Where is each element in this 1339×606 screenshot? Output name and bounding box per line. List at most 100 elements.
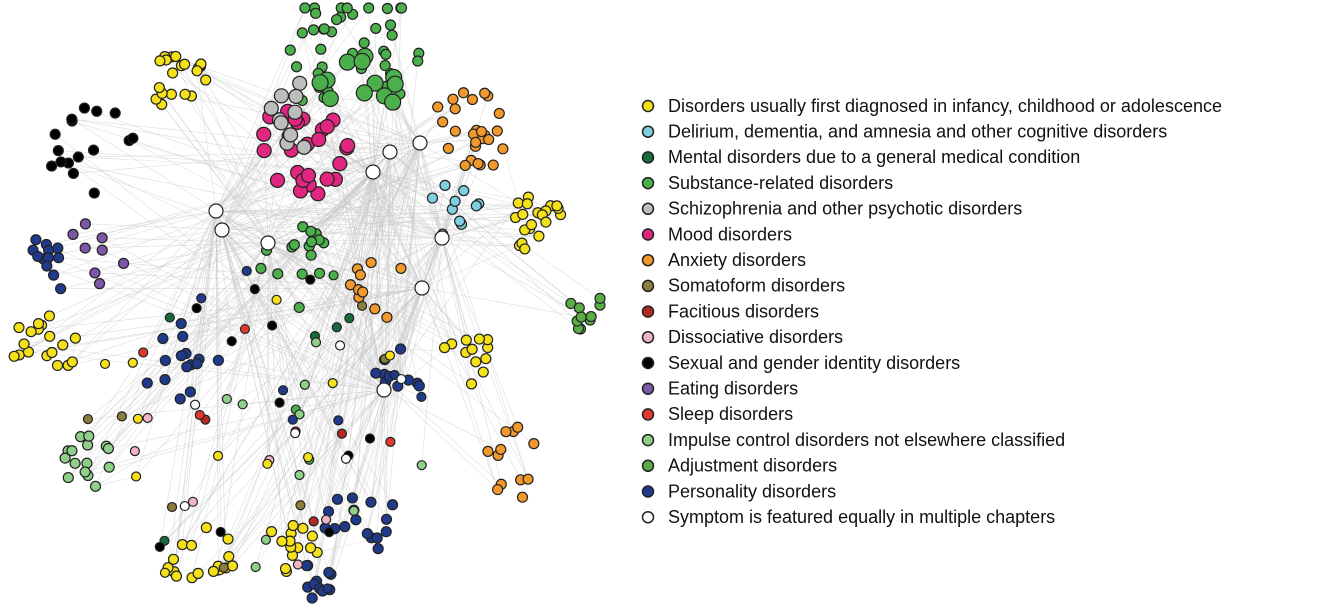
edge <box>309 245 423 289</box>
node <box>78 102 91 114</box>
node <box>192 567 204 579</box>
edge <box>384 95 443 239</box>
node <box>386 499 399 511</box>
node <box>479 87 491 99</box>
node <box>381 2 394 15</box>
node <box>69 457 81 469</box>
node <box>522 473 534 485</box>
node <box>310 7 322 19</box>
legend-label: Mental disorders due to a general medica… <box>668 147 1080 167</box>
edge <box>221 112 296 231</box>
node <box>132 413 144 424</box>
node <box>271 294 282 305</box>
edge <box>255 171 374 568</box>
node <box>237 399 248 410</box>
node <box>346 492 358 504</box>
edge <box>88 229 223 437</box>
node <box>307 24 320 36</box>
node <box>200 74 212 86</box>
legend-marker <box>641 305 655 318</box>
edge <box>389 151 601 299</box>
node <box>46 346 58 359</box>
node <box>99 358 111 370</box>
edge <box>215 210 363 307</box>
node <box>482 445 494 457</box>
node <box>386 75 404 93</box>
node <box>384 350 396 361</box>
edge <box>221 229 339 421</box>
legend-label: Eating disorders <box>668 378 798 398</box>
legend-label: Personality disorders <box>668 481 836 501</box>
node <box>288 88 304 104</box>
node <box>357 286 369 298</box>
edge <box>51 171 374 353</box>
edge <box>385 142 421 532</box>
edge <box>345 389 385 459</box>
edge <box>372 171 401 350</box>
edge <box>219 389 385 570</box>
node <box>370 367 382 379</box>
node <box>222 533 234 545</box>
edge <box>267 242 333 384</box>
node <box>340 138 356 154</box>
node <box>356 300 368 312</box>
node <box>67 167 80 180</box>
node <box>319 171 335 187</box>
edge <box>85 223 443 239</box>
node <box>294 409 305 420</box>
node <box>296 268 308 280</box>
node <box>159 354 171 367</box>
edge <box>441 237 520 246</box>
node <box>138 347 149 358</box>
node <box>142 412 153 424</box>
edge <box>215 7 306 212</box>
node <box>395 2 408 14</box>
node <box>459 159 471 172</box>
legend-label: Disorders usually first diagnosed in inf… <box>668 96 1222 116</box>
node <box>141 377 153 389</box>
edge <box>302 32 385 391</box>
node <box>305 249 317 261</box>
node <box>200 522 212 534</box>
node <box>226 336 237 347</box>
node <box>159 373 171 386</box>
node <box>380 526 392 538</box>
node <box>382 144 398 160</box>
node <box>457 87 470 99</box>
node <box>304 542 317 554</box>
node <box>366 74 384 92</box>
node <box>384 19 397 31</box>
node <box>83 430 95 442</box>
node <box>117 257 130 269</box>
node <box>512 197 524 209</box>
edge <box>221 229 331 590</box>
node <box>170 570 183 582</box>
edge <box>315 342 385 391</box>
node <box>170 50 182 63</box>
node <box>62 471 74 484</box>
node <box>365 256 377 269</box>
node <box>265 526 278 538</box>
node <box>174 393 186 405</box>
node <box>416 391 427 402</box>
node <box>292 559 303 570</box>
node <box>477 366 489 378</box>
node <box>44 330 56 342</box>
node <box>290 428 301 439</box>
node <box>52 145 64 157</box>
edge <box>215 79 328 212</box>
edge <box>58 150 374 173</box>
node <box>372 543 384 555</box>
node <box>184 386 196 398</box>
edge <box>372 171 433 199</box>
node <box>492 483 504 496</box>
edge <box>159 210 217 547</box>
node <box>32 250 44 263</box>
legend-label: Substance-related disorders <box>668 173 893 193</box>
node <box>166 501 178 513</box>
node <box>458 185 470 197</box>
node <box>109 107 121 119</box>
node <box>384 93 402 111</box>
node <box>279 562 292 575</box>
legend-marker <box>641 202 655 216</box>
